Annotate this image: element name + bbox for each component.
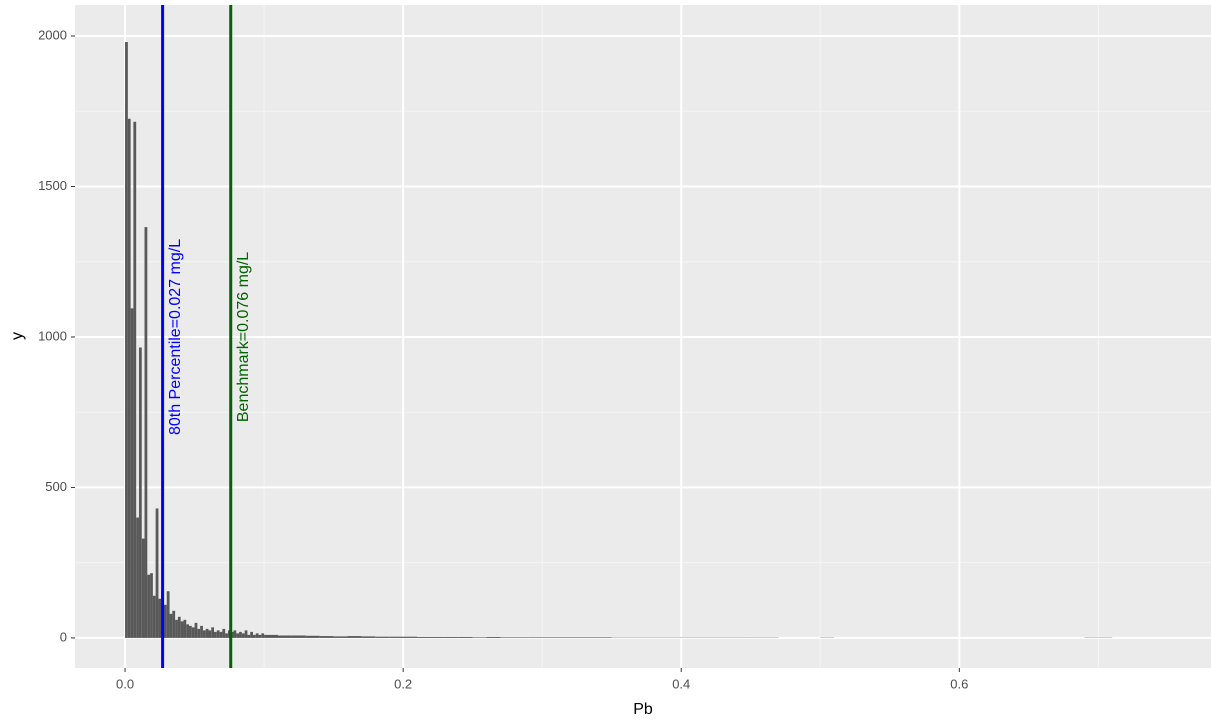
bar	[166, 591, 170, 638]
bar	[255, 633, 259, 638]
bar	[127, 118, 131, 638]
bar	[291, 635, 306, 638]
bar	[205, 628, 209, 638]
y-axis-title: y	[9, 332, 26, 340]
bar	[150, 573, 153, 638]
bar	[472, 637, 487, 638]
bar	[152, 595, 156, 638]
x-tick-label: 0.2	[394, 676, 412, 691]
reference-label: 80th Percentile=0.027 mg/L	[167, 239, 184, 435]
y-tick-label: 1500	[38, 178, 67, 193]
bar	[458, 637, 473, 638]
bar	[258, 634, 262, 638]
x-tick-label: 0.4	[672, 676, 690, 691]
bar	[333, 636, 348, 638]
bar	[216, 630, 220, 638]
bar	[261, 633, 265, 638]
bar	[175, 619, 178, 638]
bar	[486, 637, 501, 638]
bar	[528, 637, 543, 638]
bar	[250, 631, 253, 638]
y-tick-label: 2000	[38, 27, 67, 42]
bar	[556, 637, 571, 638]
bar	[172, 610, 176, 638]
bar	[158, 598, 162, 638]
bar	[305, 635, 320, 638]
bar	[444, 637, 459, 638]
bar	[189, 625, 192, 638]
bar	[244, 630, 248, 638]
y-tick-label: 1000	[38, 328, 67, 343]
y-tick-label: 500	[45, 479, 67, 494]
bar	[136, 517, 139, 638]
bar	[225, 633, 228, 638]
x-tick-label: 0.0	[116, 676, 134, 691]
bar	[241, 633, 245, 638]
bar	[347, 636, 362, 638]
bar	[208, 630, 212, 638]
bar	[147, 574, 151, 638]
bar	[361, 636, 376, 638]
bar	[186, 624, 190, 638]
bar	[125, 42, 128, 638]
bar	[130, 308, 134, 638]
bar	[542, 637, 557, 638]
bar	[197, 628, 201, 638]
bar	[430, 637, 445, 638]
bar	[211, 627, 215, 638]
bar	[194, 622, 198, 638]
bar	[597, 637, 612, 638]
bar	[252, 634, 256, 638]
bar	[138, 347, 142, 638]
bar	[163, 604, 167, 638]
bar	[247, 634, 251, 638]
bar	[214, 631, 217, 638]
bar	[319, 636, 334, 638]
bar	[169, 613, 173, 638]
y-tick-label: 0	[60, 629, 67, 644]
x-axis-title: Pb	[633, 701, 653, 718]
bar	[583, 637, 598, 638]
x-tick-label: 0.6	[950, 676, 968, 691]
bar	[200, 625, 203, 638]
bar	[133, 121, 137, 638]
bar	[570, 637, 584, 638]
bar	[389, 636, 404, 638]
bar	[233, 630, 237, 638]
bar	[236, 633, 240, 638]
bar	[278, 635, 292, 638]
bar	[219, 631, 223, 638]
bar	[417, 637, 431, 638]
bar	[239, 631, 242, 638]
bar	[264, 634, 279, 638]
bar	[403, 636, 418, 638]
bar	[183, 619, 187, 638]
bar	[375, 636, 390, 638]
bar	[155, 508, 159, 638]
bar	[144, 227, 148, 638]
bar	[177, 616, 181, 638]
bar	[141, 538, 145, 638]
reference-label: Benchmark=0.076 mg/L	[235, 252, 252, 422]
bar	[500, 637, 515, 638]
bar	[514, 637, 529, 638]
bar	[180, 621, 184, 638]
bar	[191, 627, 195, 638]
bar	[222, 628, 226, 638]
bar	[202, 630, 206, 638]
